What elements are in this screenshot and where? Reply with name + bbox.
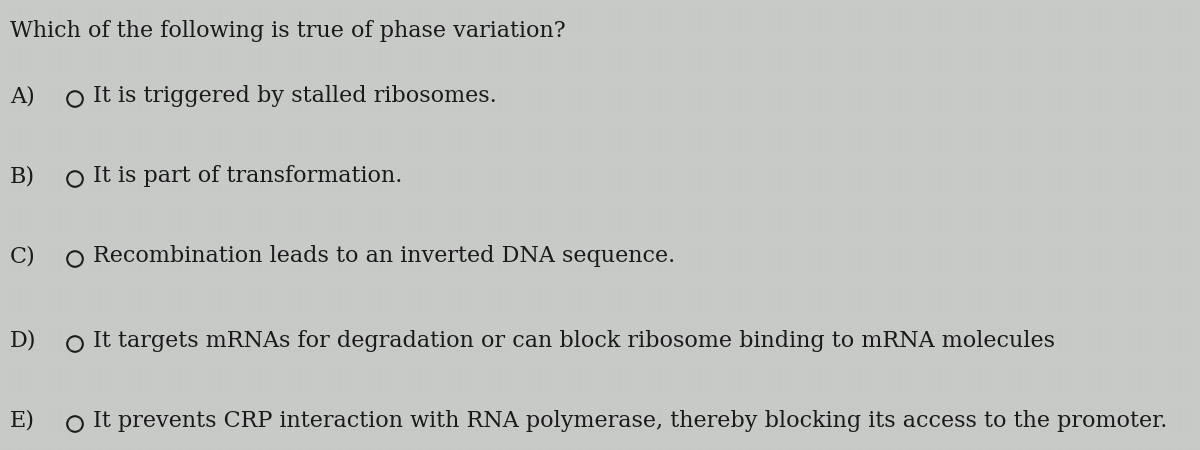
Text: B): B) (10, 165, 35, 187)
Text: It is triggered by stalled ribosomes.: It is triggered by stalled ribosomes. (94, 85, 497, 107)
Text: A): A) (10, 85, 35, 107)
Text: C): C) (10, 245, 36, 267)
Text: D): D) (10, 330, 36, 352)
Text: Which of the following is true of phase variation?: Which of the following is true of phase … (10, 20, 565, 42)
Text: Recombination leads to an inverted DNA sequence.: Recombination leads to an inverted DNA s… (94, 245, 676, 267)
Text: It targets mRNAs for degradation or can block ribosome binding to mRNA molecules: It targets mRNAs for degradation or can … (94, 330, 1055, 352)
Text: It is part of transformation.: It is part of transformation. (94, 165, 402, 187)
Text: It prevents CRP interaction with RNA polymerase, thereby blocking its access to : It prevents CRP interaction with RNA pol… (94, 410, 1168, 432)
Text: E): E) (10, 410, 35, 432)
